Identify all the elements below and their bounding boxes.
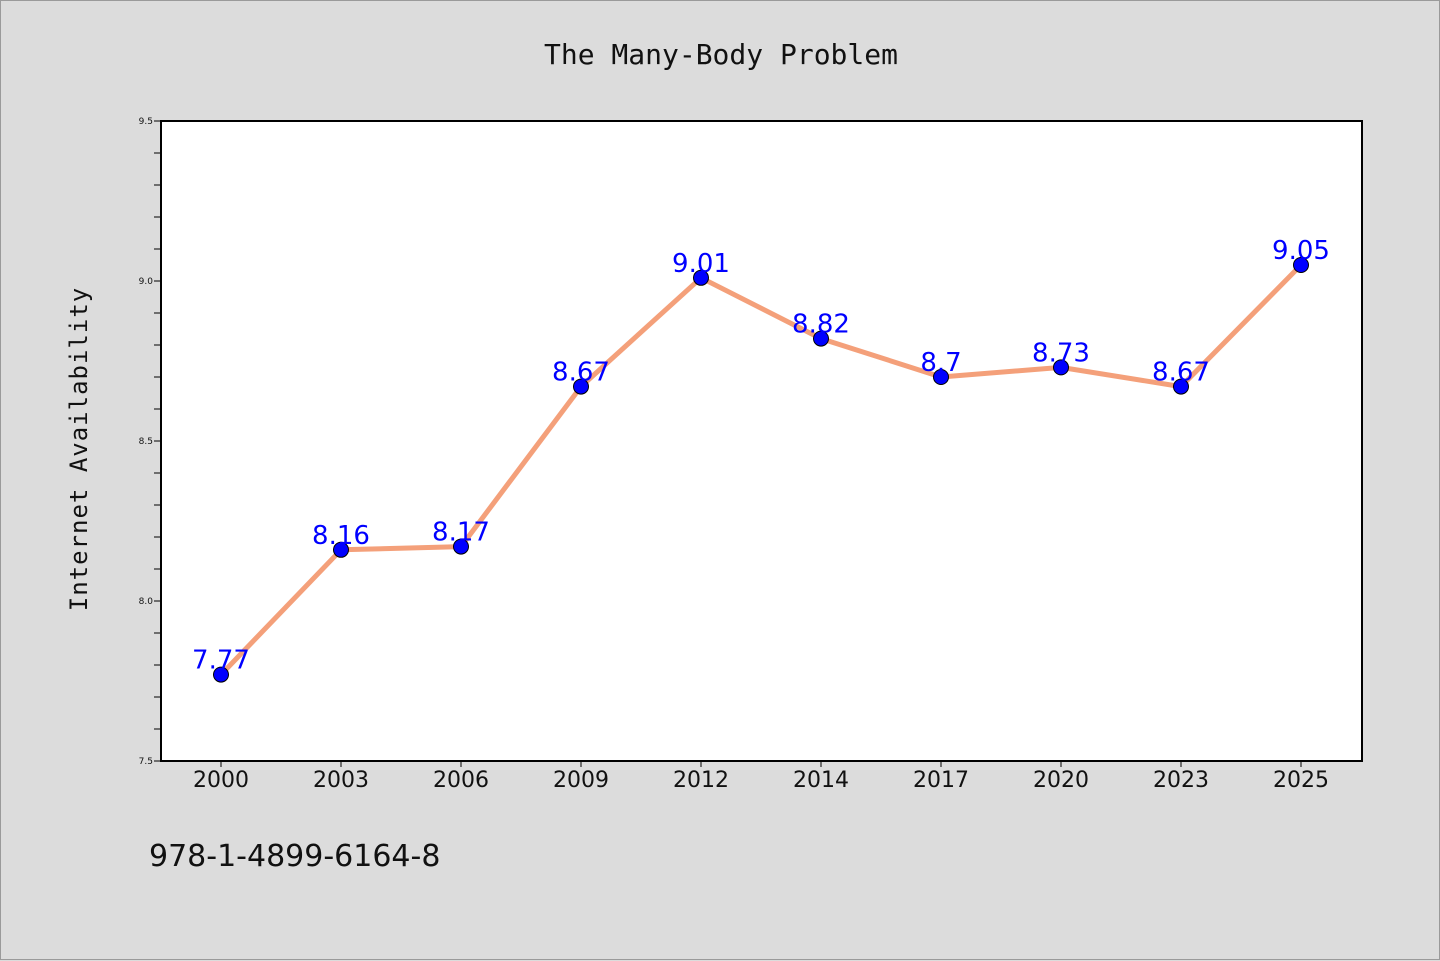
data-labels: 7.77 8.16 8.17 8.67 9.01 8.82 8.7 8.73 8.67 9.05 <box>192 236 1330 676</box>
isbn-annotation: 978-1-4899-6164-8 <box>149 839 440 874</box>
data-point <box>213 666 229 683</box>
data-point <box>933 369 949 385</box>
data-point <box>453 538 469 555</box>
y-tick-label: 8.5 <box>139 437 153 447</box>
x-tick-label: 2017 <box>913 768 969 793</box>
data-point <box>573 378 589 395</box>
y-tick-label: 7.5 <box>139 757 153 767</box>
plot-area <box>160 120 1363 762</box>
data-label: 8.7 <box>920 348 961 378</box>
data-label: 8.82 <box>792 310 850 340</box>
x-axis: 2000 2003 2006 2009 2012 2014 2017 2020 2023 2025 <box>193 761 1329 793</box>
y-axis-label: Internet Availability <box>65 287 93 611</box>
data-label: 8.67 <box>552 358 610 388</box>
x-tick-label: 2025 <box>1273 768 1329 793</box>
series-line <box>218 262 1304 678</box>
data-label: 8.17 <box>432 518 490 548</box>
x-tick-label: 2003 <box>313 768 369 793</box>
data-points <box>213 257 1309 683</box>
x-tick-label: 2000 <box>193 768 249 793</box>
x-tick-label: 2014 <box>793 768 849 793</box>
data-point <box>693 269 709 286</box>
x-tick-label: 2009 <box>553 768 609 793</box>
data-point <box>1293 257 1309 273</box>
data-point <box>333 541 349 558</box>
data-label: 8.67 <box>1152 358 1210 388</box>
data-point <box>1173 378 1189 395</box>
y-tick-label: 8.0 <box>139 597 154 607</box>
y-tick-label: 9.5 <box>139 117 153 127</box>
y-tick-label: 9.0 <box>139 277 154 287</box>
data-label: 7.77 <box>192 646 250 676</box>
x-tick-label: 2023 <box>1153 768 1209 793</box>
data-label: 9.05 <box>1272 236 1330 266</box>
data-label: 8.16 <box>312 521 370 551</box>
x-tick-label: 2020 <box>1033 768 1089 793</box>
data-label: 8.73 <box>1032 338 1090 368</box>
chart-title: The Many-Body Problem <box>544 38 898 71</box>
x-tick-label: 2012 <box>673 768 729 793</box>
y-axis: 7.5 8.0 8.5 9.0 9.5 <box>139 117 161 767</box>
x-tick-label: 2006 <box>433 768 489 793</box>
data-point <box>813 330 829 347</box>
data-label: 9.01 <box>672 249 730 279</box>
data-point <box>1053 359 1069 376</box>
